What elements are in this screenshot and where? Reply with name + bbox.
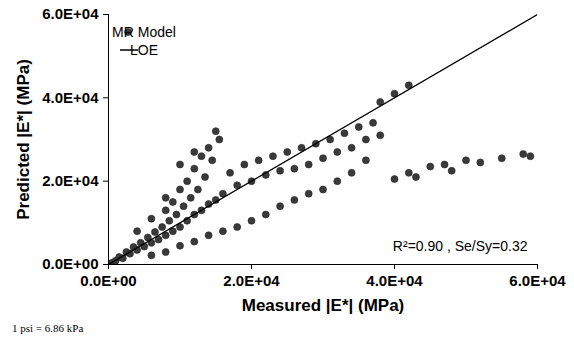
svg-text:2.0E+04: 2.0E+04: [223, 272, 280, 289]
svg-text:4.0E+04: 4.0E+04: [42, 89, 99, 106]
svg-text:R²=0.90 , Se/Sy=0.32: R²=0.90 , Se/Sy=0.32: [393, 238, 528, 254]
svg-text:Predicted |E*| (MPa): Predicted |E*| (MPa): [14, 59, 33, 220]
svg-text:6.0E+04: 6.0E+04: [509, 272, 566, 289]
svg-text:Measured |E*| (MPa): Measured |E*| (MPa): [242, 296, 405, 315]
svg-text:0.0E+00: 0.0E+00: [42, 255, 98, 272]
svg-text:LOE: LOE: [130, 42, 158, 58]
svg-text:0.0E+00: 0.0E+00: [80, 272, 136, 289]
html-text:1 psi = 6.86 kPa: 1 psi = 6.86 kPa: [12, 322, 84, 334]
svg-text:MR Model: MR Model: [112, 24, 176, 40]
svg-text:4.0E+04: 4.0E+04: [366, 272, 423, 289]
svg-text:6.0E+04: 6.0E+04: [42, 5, 99, 22]
svg-text:2.0E+04: 2.0E+04: [42, 172, 99, 189]
